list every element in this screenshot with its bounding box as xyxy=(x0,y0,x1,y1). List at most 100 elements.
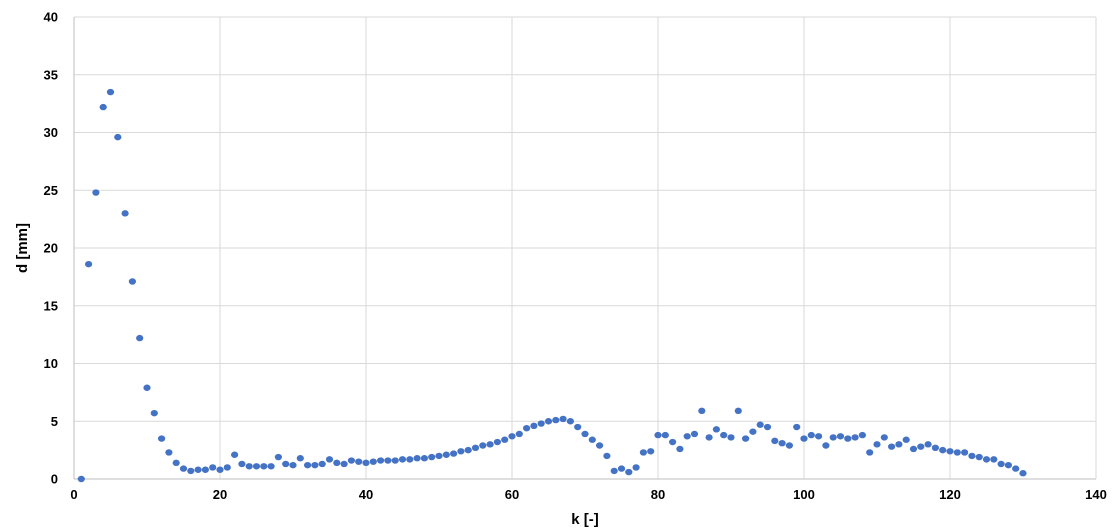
data-point xyxy=(720,431,728,439)
data-point xyxy=(574,423,582,431)
data-point xyxy=(231,451,239,458)
data-point xyxy=(274,453,282,461)
data-point xyxy=(749,428,757,435)
data-point xyxy=(902,436,910,443)
data-point xyxy=(610,467,618,475)
data-point xyxy=(785,442,794,449)
y-tick-label: 20 xyxy=(44,241,58,256)
data-point xyxy=(420,455,428,462)
data-point xyxy=(939,446,947,454)
data-point xyxy=(150,409,158,417)
data-point xyxy=(873,441,881,448)
data-point xyxy=(413,455,421,462)
data-point xyxy=(398,456,407,463)
x-tick-label: 40 xyxy=(359,487,373,502)
data-point xyxy=(625,468,633,476)
data-point xyxy=(617,465,626,472)
y-axis-title: d [mm] xyxy=(14,223,31,273)
data-point xyxy=(179,465,188,472)
data-point xyxy=(318,460,326,468)
data-point-layer xyxy=(77,88,1027,483)
x-tick-label: 0 xyxy=(70,487,77,502)
data-point xyxy=(815,433,823,440)
data-point xyxy=(566,418,575,425)
data-point xyxy=(661,431,669,439)
data-point xyxy=(523,424,531,432)
data-point xyxy=(1004,461,1013,469)
data-point xyxy=(391,457,399,464)
data-point xyxy=(377,457,385,464)
data-point xyxy=(325,456,334,463)
data-point xyxy=(647,448,655,455)
data-point xyxy=(216,466,224,473)
data-point xyxy=(340,460,348,468)
data-point xyxy=(756,421,764,428)
data-point xyxy=(552,416,560,424)
data-point xyxy=(464,446,472,454)
data-point xyxy=(530,422,538,430)
x-tick-label: 20 xyxy=(213,487,227,502)
data-point xyxy=(829,434,837,441)
data-point xyxy=(347,457,355,464)
data-point xyxy=(238,460,246,468)
data-point xyxy=(909,445,918,453)
data-point xyxy=(1012,465,1020,472)
tick-label-layer: 0 5 10 15 20 25 30 35 40 0 20 40 60 80 100 120 140 xyxy=(44,10,1107,503)
data-point xyxy=(968,452,976,460)
data-point xyxy=(85,260,93,268)
data-point xyxy=(493,438,501,446)
data-point xyxy=(982,456,991,463)
data-point xyxy=(311,461,319,469)
data-point xyxy=(209,464,217,471)
data-point xyxy=(121,210,129,217)
data-point xyxy=(990,456,998,463)
data-point xyxy=(931,444,940,452)
x-tick-label: 140 xyxy=(1085,487,1107,502)
y-tick-label: 5 xyxy=(51,414,58,429)
data-point xyxy=(362,459,370,467)
y-tick-label: 25 xyxy=(44,183,58,198)
data-point xyxy=(880,434,888,441)
x-axis-title: k [-] xyxy=(571,511,599,528)
data-point xyxy=(537,420,545,427)
data-point xyxy=(844,435,852,442)
data-point xyxy=(953,449,961,456)
data-point xyxy=(698,407,706,415)
data-point xyxy=(997,460,1005,468)
data-point xyxy=(194,466,202,473)
data-point xyxy=(128,278,136,285)
data-point xyxy=(676,445,684,453)
data-point xyxy=(807,431,815,439)
data-point xyxy=(712,426,721,433)
data-point xyxy=(778,439,786,447)
data-point xyxy=(946,448,954,455)
data-point xyxy=(851,434,859,441)
data-point xyxy=(289,461,297,469)
data-point xyxy=(822,442,830,449)
data-point xyxy=(435,452,443,460)
data-point xyxy=(92,189,100,196)
data-point xyxy=(763,423,772,431)
data-point xyxy=(515,430,523,438)
data-point xyxy=(223,464,231,471)
data-point xyxy=(296,455,304,462)
data-point xyxy=(143,384,151,391)
data-point xyxy=(442,451,450,458)
data-point xyxy=(895,441,903,448)
data-point xyxy=(106,88,115,96)
data-point xyxy=(559,415,567,423)
grid-layer xyxy=(74,16,1097,479)
data-point xyxy=(333,459,341,467)
data-point xyxy=(457,448,465,455)
data-point xyxy=(99,103,107,111)
data-point xyxy=(836,433,845,440)
data-point xyxy=(654,431,662,439)
data-point xyxy=(136,334,144,342)
data-point xyxy=(793,423,801,431)
data-point xyxy=(267,463,275,470)
data-point xyxy=(304,461,312,469)
data-point xyxy=(588,436,596,443)
data-point xyxy=(508,433,516,440)
